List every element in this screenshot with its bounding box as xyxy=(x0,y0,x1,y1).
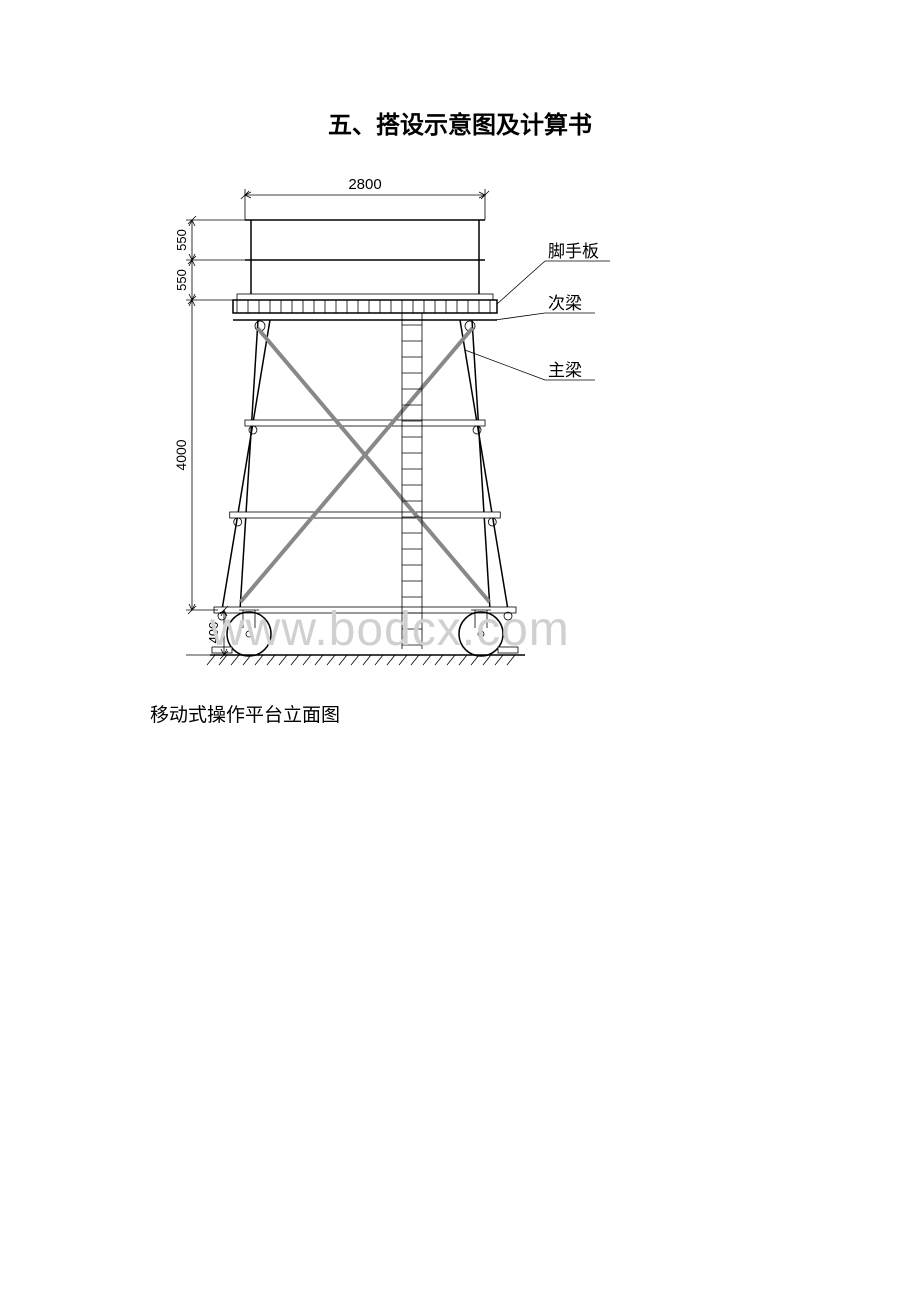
svg-text:550: 550 xyxy=(174,229,189,251)
svg-text:4000: 4000 xyxy=(173,439,189,470)
svg-text:400: 400 xyxy=(206,622,221,644)
svg-text:2800: 2800 xyxy=(348,176,381,193)
elevation-diagram: 2800 550 550 4000 400 脚手板次梁主梁 xyxy=(140,165,680,675)
section-title: 五、搭设示意图及计算书 xyxy=(0,105,920,140)
svg-text:次梁: 次梁 xyxy=(548,294,582,313)
svg-text:脚手板: 脚手板 xyxy=(548,242,599,261)
svg-text:主梁: 主梁 xyxy=(548,361,582,380)
svg-text:550: 550 xyxy=(174,269,189,291)
figure-caption: 移动式操作平台立面图 xyxy=(150,700,340,727)
page-container: 五、搭设示意图及计算书 28005505504000400脚手板次梁主梁 www… xyxy=(0,0,920,1302)
